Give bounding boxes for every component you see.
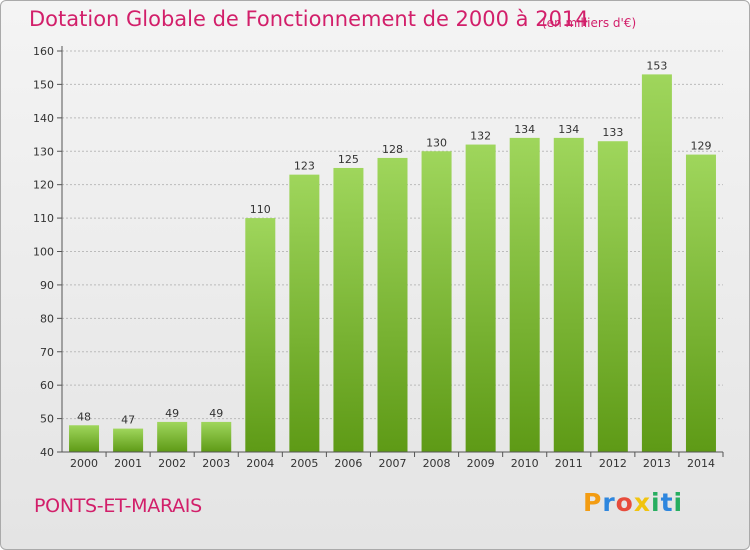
bar-value-label: 153 bbox=[646, 59, 667, 72]
labels: 40 50 60 70 80 90 100 110 120 130 140 150 160 48 2000 4… bbox=[33, 45, 715, 470]
bar bbox=[553, 137, 584, 452]
y-tick-label: 100 bbox=[33, 246, 54, 259]
x-tick-label: 2006 bbox=[334, 457, 362, 470]
bar-value-label: 130 bbox=[426, 136, 447, 149]
logo-letter: i bbox=[673, 488, 684, 517]
bar bbox=[69, 425, 100, 452]
logo-letter: r bbox=[602, 488, 616, 517]
commune-name: PONTS-ET-MARAIS bbox=[34, 495, 202, 517]
x-tick-label: 2008 bbox=[423, 457, 451, 470]
bar bbox=[377, 157, 408, 452]
logo-letter: i bbox=[651, 488, 661, 517]
chart-title: Dotation Globale de Fonctionnement de 20… bbox=[29, 7, 589, 31]
bar-value-label: 48 bbox=[77, 410, 91, 423]
x-tick-label: 2003 bbox=[202, 457, 230, 470]
y-tick-label: 70 bbox=[40, 346, 54, 359]
bar bbox=[685, 154, 716, 452]
y-tick-label: 160 bbox=[33, 45, 54, 58]
bar-value-label: 110 bbox=[250, 203, 271, 216]
y-tick-label: 80 bbox=[40, 312, 54, 325]
bar bbox=[289, 174, 320, 452]
chart-unit: (en milliers d'€) bbox=[542, 16, 637, 30]
logo-letter: t bbox=[660, 488, 674, 517]
bar bbox=[245, 218, 276, 452]
bar-value-label: 134 bbox=[514, 123, 535, 136]
x-tick-label: 2013 bbox=[643, 457, 671, 470]
x-tick-label: 2002 bbox=[158, 457, 186, 470]
bar-value-label: 134 bbox=[558, 123, 579, 136]
bar-value-label: 133 bbox=[602, 126, 623, 139]
x-tick-label: 2010 bbox=[511, 457, 539, 470]
bar bbox=[421, 151, 452, 452]
y-tick-label: 50 bbox=[40, 413, 54, 426]
x-tick-label: 2004 bbox=[246, 457, 274, 470]
proxiti-logo[interactable]: Proxiti bbox=[583, 488, 683, 517]
bar-value-label: 128 bbox=[382, 143, 403, 156]
axes bbox=[57, 46, 724, 457]
x-tick-label: 2000 bbox=[70, 457, 98, 470]
x-tick-label: 2012 bbox=[599, 457, 627, 470]
bar-value-label: 49 bbox=[209, 407, 223, 420]
y-tick-label: 150 bbox=[33, 78, 54, 91]
x-tick-label: 2011 bbox=[555, 457, 583, 470]
bar bbox=[201, 421, 232, 452]
x-tick-label: 2014 bbox=[687, 457, 715, 470]
logo-letter: P bbox=[583, 488, 603, 517]
bar bbox=[113, 428, 144, 452]
bar bbox=[465, 144, 496, 453]
bar bbox=[509, 137, 540, 452]
y-tick-label: 60 bbox=[40, 379, 54, 392]
logo-letter: o bbox=[615, 488, 634, 517]
y-tick-label: 130 bbox=[33, 145, 54, 158]
bar-value-label: 49 bbox=[165, 407, 179, 420]
y-tick-label: 120 bbox=[33, 179, 54, 192]
bar-value-label: 132 bbox=[470, 130, 491, 143]
y-tick-label: 110 bbox=[33, 212, 54, 225]
x-tick-label: 2001 bbox=[114, 457, 142, 470]
bar-value-label: 47 bbox=[121, 414, 135, 427]
bar-value-label: 129 bbox=[690, 140, 711, 153]
bar bbox=[333, 167, 364, 453]
bar bbox=[157, 421, 188, 452]
y-tick-label: 40 bbox=[40, 446, 54, 459]
y-tick-label: 140 bbox=[33, 112, 54, 125]
logo-letter: x bbox=[633, 488, 651, 517]
bar-value-label: 125 bbox=[338, 153, 359, 166]
bar bbox=[597, 141, 628, 452]
bar bbox=[641, 74, 672, 453]
x-tick-label: 2009 bbox=[467, 457, 495, 470]
x-tick-label: 2005 bbox=[290, 457, 318, 470]
x-tick-label: 2007 bbox=[379, 457, 407, 470]
y-tick-label: 90 bbox=[40, 279, 54, 292]
bar-value-label: 123 bbox=[294, 160, 315, 173]
bars bbox=[69, 74, 716, 453]
